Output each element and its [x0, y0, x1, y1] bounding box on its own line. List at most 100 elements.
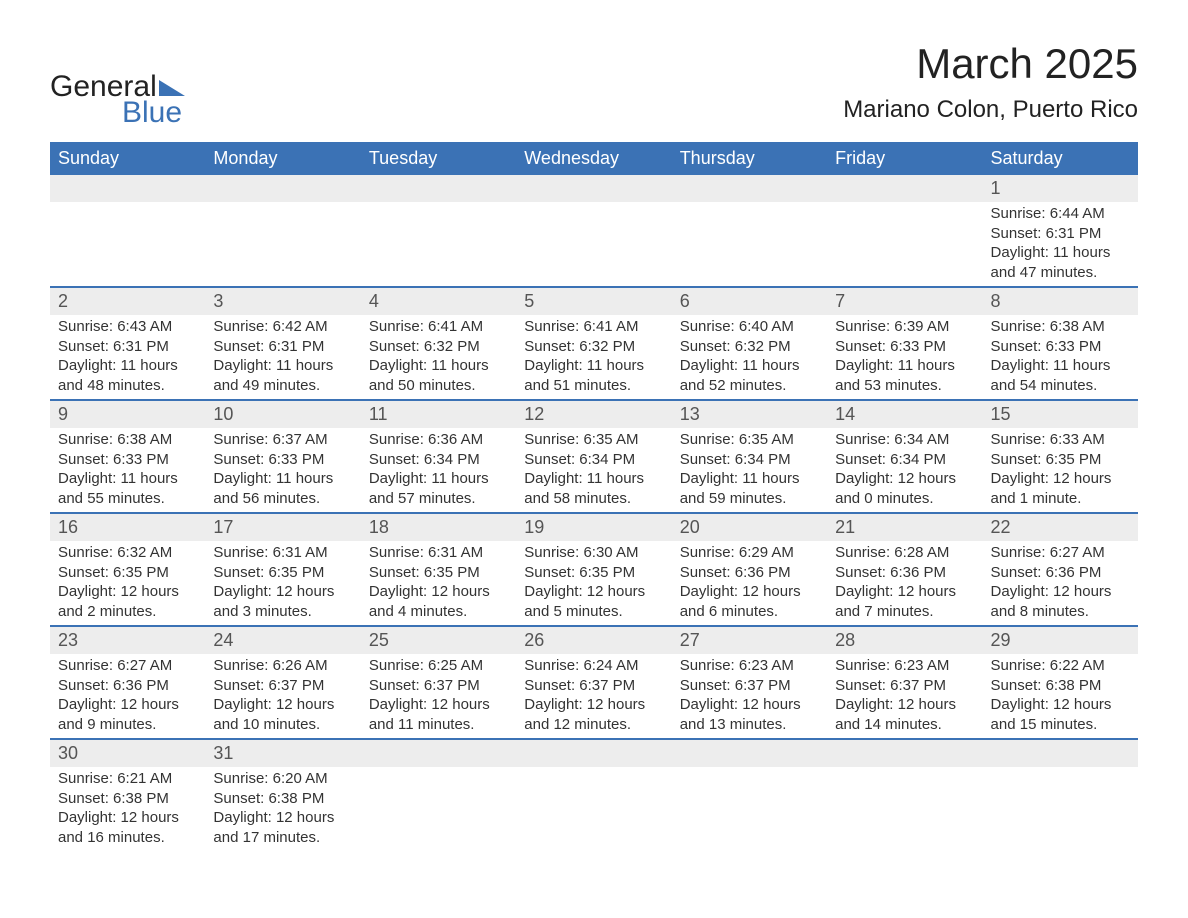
daylight-text: Daylight: 12 hours and 16 minutes.	[58, 808, 197, 847]
day-number	[983, 740, 1138, 767]
sunset-text: Sunset: 6:31 PM	[213, 337, 352, 357]
sunrise-text: Sunrise: 6:39 AM	[835, 317, 974, 337]
calendar-cell	[516, 739, 671, 851]
cell-body: Sunrise: 6:22 AMSunset: 6:38 PMDaylight:…	[983, 654, 1138, 738]
calendar-week: 16Sunrise: 6:32 AMSunset: 6:35 PMDayligh…	[50, 513, 1138, 626]
sunset-text: Sunset: 6:37 PM	[680, 676, 819, 696]
calendar-cell: 16Sunrise: 6:32 AMSunset: 6:35 PMDayligh…	[50, 513, 205, 626]
calendar-cell: 7Sunrise: 6:39 AMSunset: 6:33 PMDaylight…	[827, 287, 982, 400]
calendar-week: 1Sunrise: 6:44 AMSunset: 6:31 PMDaylight…	[50, 175, 1138, 287]
sunset-text: Sunset: 6:31 PM	[991, 224, 1130, 244]
cell-body: Sunrise: 6:27 AMSunset: 6:36 PMDaylight:…	[50, 654, 205, 738]
day-number	[672, 740, 827, 767]
calendar-cell: 29Sunrise: 6:22 AMSunset: 6:38 PMDayligh…	[983, 626, 1138, 739]
daylight-text: Daylight: 12 hours and 2 minutes.	[58, 582, 197, 621]
calendar-week: 9Sunrise: 6:38 AMSunset: 6:33 PMDaylight…	[50, 400, 1138, 513]
sunrise-text: Sunrise: 6:43 AM	[58, 317, 197, 337]
day-number: 26	[516, 627, 671, 654]
daylight-text: Daylight: 12 hours and 11 minutes.	[369, 695, 508, 734]
day-header: Sunday	[50, 142, 205, 175]
page-subtitle: Mariano Colon, Puerto Rico	[843, 96, 1138, 124]
day-number: 25	[361, 627, 516, 654]
sunset-text: Sunset: 6:37 PM	[835, 676, 974, 696]
calendar-cell: 18Sunrise: 6:31 AMSunset: 6:35 PMDayligh…	[361, 513, 516, 626]
calendar-cell: 31Sunrise: 6:20 AMSunset: 6:38 PMDayligh…	[205, 739, 360, 851]
sunset-text: Sunset: 6:38 PM	[58, 789, 197, 809]
day-number: 3	[205, 288, 360, 315]
cell-body: Sunrise: 6:20 AMSunset: 6:38 PMDaylight:…	[205, 767, 360, 851]
day-header: Tuesday	[361, 142, 516, 175]
sunrise-text: Sunrise: 6:32 AM	[58, 543, 197, 563]
day-number	[672, 175, 827, 202]
calendar-table: SundayMondayTuesdayWednesdayThursdayFrid…	[50, 142, 1138, 851]
sunset-text: Sunset: 6:34 PM	[835, 450, 974, 470]
day-header: Monday	[205, 142, 360, 175]
daylight-text: Daylight: 11 hours and 58 minutes.	[524, 469, 663, 508]
day-number: 24	[205, 627, 360, 654]
daylight-text: Daylight: 11 hours and 48 minutes.	[58, 356, 197, 395]
cell-body: Sunrise: 6:36 AMSunset: 6:34 PMDaylight:…	[361, 428, 516, 512]
day-number: 23	[50, 627, 205, 654]
daylight-text: Daylight: 12 hours and 15 minutes.	[991, 695, 1130, 734]
day-number: 22	[983, 514, 1138, 541]
calendar-cell: 28Sunrise: 6:23 AMSunset: 6:37 PMDayligh…	[827, 626, 982, 739]
calendar-cell: 20Sunrise: 6:29 AMSunset: 6:36 PMDayligh…	[672, 513, 827, 626]
cell-body	[516, 202, 671, 208]
day-number: 11	[361, 401, 516, 428]
day-number	[827, 175, 982, 202]
sunset-text: Sunset: 6:35 PM	[213, 563, 352, 583]
day-number	[361, 175, 516, 202]
cell-body: Sunrise: 6:23 AMSunset: 6:37 PMDaylight:…	[672, 654, 827, 738]
cell-body	[827, 202, 982, 208]
sunset-text: Sunset: 6:37 PM	[524, 676, 663, 696]
sunset-text: Sunset: 6:34 PM	[524, 450, 663, 470]
day-number: 28	[827, 627, 982, 654]
cell-body	[50, 202, 205, 208]
calendar-cell	[516, 175, 671, 287]
sunset-text: Sunset: 6:33 PM	[58, 450, 197, 470]
day-header-row: SundayMondayTuesdayWednesdayThursdayFrid…	[50, 142, 1138, 175]
daylight-text: Daylight: 11 hours and 50 minutes.	[369, 356, 508, 395]
cell-body: Sunrise: 6:39 AMSunset: 6:33 PMDaylight:…	[827, 315, 982, 399]
daylight-text: Daylight: 12 hours and 6 minutes.	[680, 582, 819, 621]
day-number: 30	[50, 740, 205, 767]
day-number: 29	[983, 627, 1138, 654]
calendar-cell	[672, 175, 827, 287]
sunrise-text: Sunrise: 6:41 AM	[369, 317, 508, 337]
day-number	[50, 175, 205, 202]
calendar-cell: 3Sunrise: 6:42 AMSunset: 6:31 PMDaylight…	[205, 287, 360, 400]
sunrise-text: Sunrise: 6:38 AM	[991, 317, 1130, 337]
sunset-text: Sunset: 6:31 PM	[58, 337, 197, 357]
calendar-cell: 11Sunrise: 6:36 AMSunset: 6:34 PMDayligh…	[361, 400, 516, 513]
sunset-text: Sunset: 6:34 PM	[369, 450, 508, 470]
day-number	[516, 740, 671, 767]
calendar-cell: 23Sunrise: 6:27 AMSunset: 6:36 PMDayligh…	[50, 626, 205, 739]
sunrise-text: Sunrise: 6:40 AM	[680, 317, 819, 337]
cell-body: Sunrise: 6:21 AMSunset: 6:38 PMDaylight:…	[50, 767, 205, 851]
day-header: Saturday	[983, 142, 1138, 175]
sunrise-text: Sunrise: 6:30 AM	[524, 543, 663, 563]
calendar-cell: 30Sunrise: 6:21 AMSunset: 6:38 PMDayligh…	[50, 739, 205, 851]
calendar-cell	[983, 739, 1138, 851]
cell-body	[205, 202, 360, 208]
day-number	[516, 175, 671, 202]
cell-body: Sunrise: 6:29 AMSunset: 6:36 PMDaylight:…	[672, 541, 827, 625]
daylight-text: Daylight: 12 hours and 5 minutes.	[524, 582, 663, 621]
cell-body: Sunrise: 6:27 AMSunset: 6:36 PMDaylight:…	[983, 541, 1138, 625]
day-number: 4	[361, 288, 516, 315]
sunset-text: Sunset: 6:32 PM	[524, 337, 663, 357]
daylight-text: Daylight: 11 hours and 54 minutes.	[991, 356, 1130, 395]
day-number	[827, 740, 982, 767]
daylight-text: Daylight: 12 hours and 1 minute.	[991, 469, 1130, 508]
daylight-text: Daylight: 11 hours and 51 minutes.	[524, 356, 663, 395]
calendar-cell: 26Sunrise: 6:24 AMSunset: 6:37 PMDayligh…	[516, 626, 671, 739]
cell-body: Sunrise: 6:43 AMSunset: 6:31 PMDaylight:…	[50, 315, 205, 399]
cell-body: Sunrise: 6:24 AMSunset: 6:37 PMDaylight:…	[516, 654, 671, 738]
cell-body: Sunrise: 6:31 AMSunset: 6:35 PMDaylight:…	[361, 541, 516, 625]
calendar-cell: 19Sunrise: 6:30 AMSunset: 6:35 PMDayligh…	[516, 513, 671, 626]
day-number: 6	[672, 288, 827, 315]
cell-body: Sunrise: 6:32 AMSunset: 6:35 PMDaylight:…	[50, 541, 205, 625]
sunset-text: Sunset: 6:37 PM	[369, 676, 508, 696]
day-header: Wednesday	[516, 142, 671, 175]
daylight-text: Daylight: 12 hours and 17 minutes.	[213, 808, 352, 847]
